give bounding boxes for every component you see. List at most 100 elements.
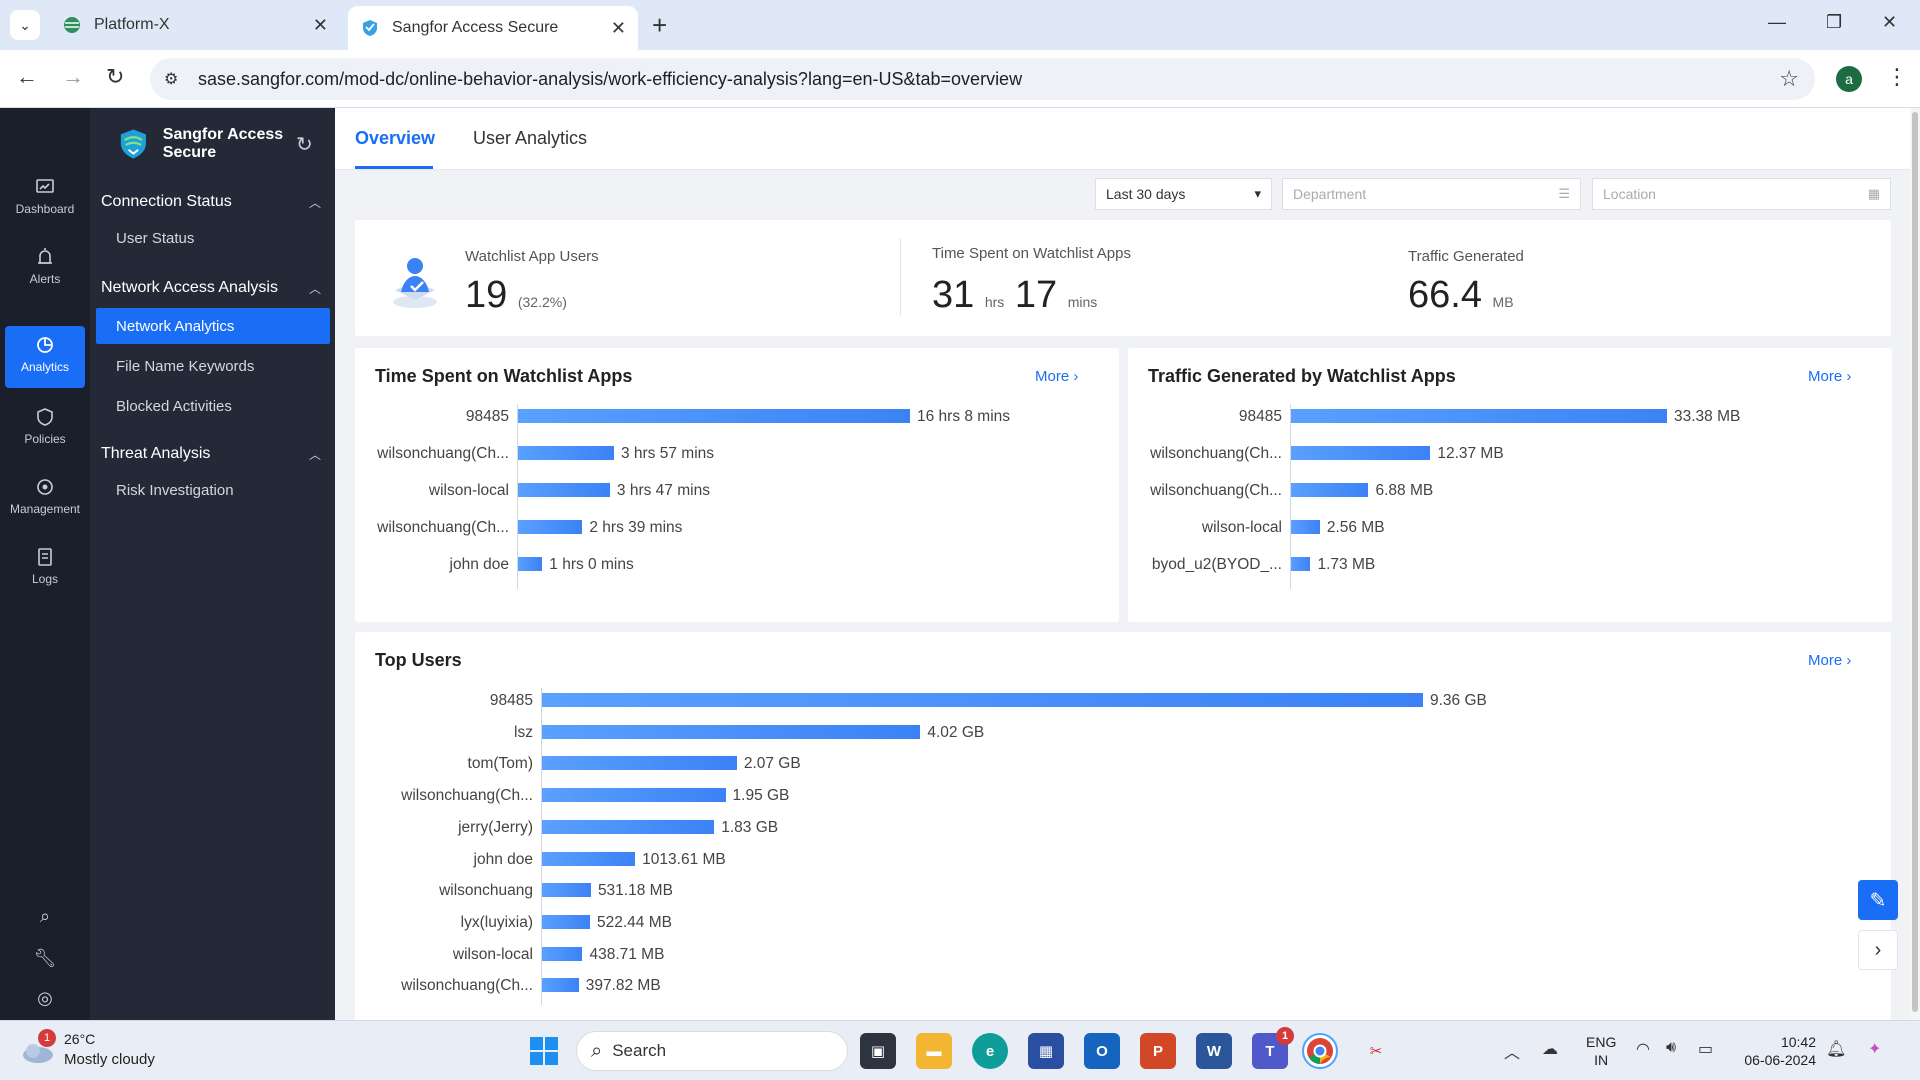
close-window-icon[interactable]: ✕	[1882, 12, 1898, 32]
nav-item-blocked-activities[interactable]: Blocked Activities	[96, 388, 330, 424]
more-link[interactable]: More ›	[1808, 652, 1851, 669]
nav-group-network-access-analysis[interactable]: Network Access Analysis ︿	[90, 270, 335, 306]
nav-item-network-analytics[interactable]: Network Analytics	[96, 308, 330, 344]
tab-user-analytics[interactable]: User Analytics	[473, 128, 588, 148]
close-icon[interactable]: ✕	[312, 14, 328, 35]
store-icon[interactable]: ▦	[1028, 1033, 1064, 1069]
bar[interactable]	[542, 946, 583, 961]
copilot-icon[interactable]: ✦	[1868, 1041, 1882, 1058]
powerpoint-icon[interactable]: P	[1140, 1033, 1176, 1069]
minimize-icon[interactable]: —	[1768, 12, 1786, 32]
windows-start-icon[interactable]	[526, 1033, 562, 1069]
browser-menu-icon[interactable]: ⋮	[1886, 64, 1908, 89]
taskbar-search[interactable]: ⌕ Search	[576, 1031, 848, 1071]
rail-analytics[interactable]: Analytics	[5, 326, 85, 388]
task-view-icon[interactable]: ▣	[860, 1033, 896, 1069]
search-icon[interactable]: ⌕	[39, 906, 51, 926]
profile-avatar[interactable]: a	[1836, 66, 1862, 92]
bar-label: wilsonchuang(Ch...	[401, 977, 533, 995]
more-link[interactable]: More ›	[1035, 368, 1078, 385]
show-hidden-icons[interactable]: ︿	[1504, 1045, 1521, 1062]
bar[interactable]	[542, 883, 591, 898]
url-text[interactable]: sase.sangfor.com/mod-dc/online-behavior-…	[198, 68, 1023, 89]
system-clock[interactable]: 10:42 06-06-2024	[1736, 1033, 1816, 1069]
teams-icon[interactable]: T 1	[1252, 1027, 1294, 1069]
file-explorer-icon[interactable]: ▬	[916, 1033, 952, 1069]
period-select[interactable]: Last 30 days ▾	[1095, 178, 1272, 210]
site-settings-icon[interactable]: ⚙	[164, 71, 179, 88]
back-icon[interactable]: ←	[16, 64, 38, 89]
language-indicator[interactable]: ENG IN	[1586, 1033, 1616, 1069]
bar[interactable]	[1291, 520, 1320, 534]
refresh-icon[interactable]: ↻	[296, 134, 313, 156]
bar[interactable]	[518, 520, 583, 534]
brand: Sangfor Access Secure	[116, 126, 335, 162]
alert-icon	[38, 248, 52, 264]
snipping-tool-icon[interactable]: ✂	[1369, 1043, 1383, 1060]
bar[interactable]	[518, 446, 614, 460]
new-tab-button[interactable]: +	[652, 10, 668, 40]
bookmark-star-icon[interactable]: ☆	[1779, 66, 1799, 91]
tab-overview[interactable]: Overview	[355, 128, 436, 148]
edge-icon[interactable]: e	[972, 1033, 1008, 1069]
outlook-icon[interactable]: O	[1084, 1033, 1120, 1069]
bar[interactable]	[1291, 409, 1667, 423]
bar[interactable]	[1291, 483, 1369, 497]
nav-item-risk-investigation[interactable]: Risk Investigation	[96, 472, 330, 508]
clock-date: 06-06-2024	[1744, 1052, 1816, 1068]
tab-search-button[interactable]: ⌄	[10, 10, 40, 40]
bar[interactable]	[518, 483, 610, 497]
restore-icon[interactable]: ❐	[1826, 12, 1843, 32]
tab-platform-x[interactable]: Platform-X ✕	[50, 6, 340, 44]
bar[interactable]	[542, 724, 921, 739]
bar[interactable]	[542, 914, 590, 929]
tab-sangfor[interactable]: Sangfor Access Secure ✕	[348, 6, 638, 50]
omnibox[interactable]: ⚙ sase.sangfor.com/mod-dc/online-behavio…	[150, 58, 1815, 100]
clock-time: 10:42	[1780, 1034, 1816, 1050]
bar[interactable]	[518, 409, 910, 423]
nav-item-file-name-keywords[interactable]: File Name Keywords	[96, 348, 330, 384]
rail-logs[interactable]: Logs	[5, 538, 85, 600]
rail-alerts[interactable]: Alerts	[5, 238, 85, 300]
location-select[interactable]: Location ▦	[1592, 178, 1891, 210]
wifi-icon[interactable]: ◠	[1636, 1041, 1650, 1058]
more-link[interactable]: More ›	[1808, 368, 1851, 385]
bar-value-label: 438.71 MB	[589, 945, 665, 963]
bar[interactable]	[542, 756, 737, 771]
wrench-icon[interactable]: 🔧︎	[33, 948, 57, 968]
bar[interactable]	[1291, 446, 1431, 460]
stat-number: 31	[932, 274, 975, 316]
bar[interactable]	[542, 851, 636, 866]
forward-icon[interactable]: →	[62, 64, 84, 89]
nav-group-threat-analysis[interactable]: Threat Analysis ︿	[90, 436, 335, 472]
rail-management[interactable]: Management	[5, 468, 85, 530]
nav-item-user-status[interactable]: User Status	[96, 220, 330, 256]
notification-bell-icon[interactable]: 🔔︎	[1826, 1041, 1847, 1058]
volume-icon[interactable]: 🔊︎	[1666, 1039, 1677, 1056]
page-scrollbar[interactable]	[1910, 108, 1920, 1020]
rail-policies[interactable]: Policies	[5, 398, 85, 460]
lang-top: ENG	[1586, 1034, 1617, 1050]
edit-pencil-button[interactable]: ✎	[1858, 880, 1898, 920]
onedrive-cloud-icon[interactable]: ☁	[1542, 1041, 1558, 1058]
bar[interactable]	[542, 819, 715, 834]
reload-icon[interactable]: ↻	[106, 64, 125, 89]
nav-group-connection-status[interactable]: Connection Status ︿	[90, 184, 335, 220]
rail-dashboard[interactable]: Dashboard	[5, 168, 85, 230]
weather-condition: Mostly cloudy	[64, 1051, 155, 1068]
department-select[interactable]: Department ☰	[1282, 178, 1581, 210]
close-icon[interactable]: ✕	[610, 17, 626, 38]
chrome-icon[interactable]	[1302, 1033, 1338, 1069]
user-settings-icon[interactable]: ◎	[37, 988, 53, 1008]
bar-value-label: 2.56 MB	[1326, 519, 1385, 536]
scrollbar-thumb[interactable]	[1912, 112, 1918, 1012]
bar[interactable]	[542, 978, 579, 993]
word-icon[interactable]: W	[1196, 1033, 1232, 1069]
bar[interactable]	[518, 557, 543, 571]
battery-icon[interactable]: ▭	[1698, 1041, 1714, 1058]
expand-arrow-button[interactable]: ›	[1858, 930, 1898, 970]
bar[interactable]	[1291, 557, 1311, 571]
bar-label: wilson-local	[452, 945, 533, 963]
bar[interactable]	[542, 693, 1423, 707]
bar[interactable]	[542, 788, 726, 803]
